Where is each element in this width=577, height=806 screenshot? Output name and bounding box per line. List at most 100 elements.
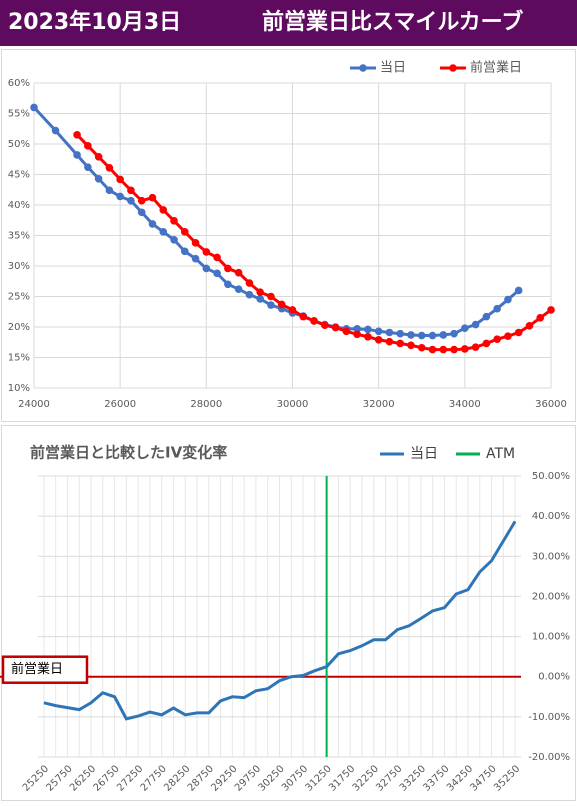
chart-title: 前営業日と比較したIV変化率 — [30, 444, 227, 462]
point — [94, 174, 103, 183]
point — [450, 345, 458, 354]
point — [439, 345, 448, 354]
y-tick-label: 20.00% — [532, 591, 570, 602]
point — [547, 306, 555, 314]
point — [471, 343, 480, 351]
point — [331, 323, 340, 332]
point — [148, 193, 157, 202]
point — [536, 314, 545, 322]
y-tick-label: 30.00% — [532, 551, 570, 562]
point — [385, 337, 394, 346]
reference-label: 前営業日 — [11, 661, 63, 677]
point — [374, 327, 383, 336]
y-tick-label: 15% — [8, 353, 30, 364]
point — [234, 268, 243, 277]
y-tick-label: -10.00% — [528, 712, 570, 723]
point — [137, 196, 146, 205]
point — [310, 317, 318, 325]
point — [471, 320, 480, 329]
point — [202, 248, 211, 256]
point — [277, 300, 286, 309]
point — [504, 295, 512, 304]
point — [439, 331, 448, 339]
point — [493, 304, 501, 313]
point — [245, 279, 254, 287]
y-tick-label: 60% — [8, 78, 30, 89]
point — [461, 324, 469, 333]
y-tick-label: 25% — [8, 292, 30, 303]
point — [73, 151, 81, 159]
x-tick-label: 24000 — [18, 399, 50, 410]
point — [267, 301, 275, 309]
y-tick-label: 20% — [8, 322, 30, 333]
point — [267, 292, 275, 301]
point — [213, 269, 221, 278]
point — [525, 321, 534, 330]
point — [428, 331, 437, 340]
legend-label: 前営業日 — [470, 60, 522, 76]
legend-label: 当日 — [380, 61, 406, 76]
point — [84, 142, 92, 150]
point — [482, 339, 491, 348]
point — [127, 196, 135, 205]
point — [84, 163, 92, 171]
point — [256, 295, 264, 303]
point — [105, 163, 114, 172]
point — [461, 345, 469, 353]
point — [353, 330, 361, 339]
point — [407, 331, 415, 339]
y-tick-label: 10.00% — [532, 632, 570, 643]
reference-label-box — [1, 655, 89, 684]
point — [417, 331, 426, 340]
point — [396, 339, 405, 348]
point — [385, 328, 394, 337]
x-tick-label: 26000 — [104, 399, 136, 410]
legend-label: ATM — [486, 446, 515, 462]
point — [224, 264, 232, 273]
y-tick-label: 50% — [8, 139, 30, 150]
point — [493, 335, 501, 344]
point — [321, 321, 329, 329]
point — [73, 131, 81, 139]
point — [148, 220, 157, 228]
series-line — [43, 520, 517, 721]
point — [170, 235, 178, 244]
point — [202, 264, 211, 273]
point — [396, 329, 405, 338]
point — [417, 343, 426, 352]
point — [245, 290, 254, 299]
y-tick-label: 0.00% — [538, 672, 570, 683]
point — [191, 254, 200, 263]
point — [234, 285, 243, 293]
y-tick-label: 40.00% — [532, 511, 570, 522]
y-tick-label: 35% — [8, 231, 30, 242]
point — [137, 208, 146, 217]
point — [514, 286, 523, 295]
point — [213, 253, 221, 262]
point — [482, 312, 491, 321]
x-tick-label: 32000 — [363, 399, 395, 410]
chart-frame — [1, 49, 576, 422]
point — [364, 332, 372, 341]
chart-frame — [1, 425, 576, 801]
legend-label: 当日 — [410, 446, 438, 462]
point — [504, 332, 512, 340]
point — [159, 228, 168, 236]
header-title: 前営業日比スマイルカーブ — [262, 9, 523, 35]
point — [514, 328, 523, 337]
x-tick-label: 35250 — [492, 763, 522, 793]
point — [353, 325, 361, 333]
point — [256, 288, 264, 297]
y-tick-label: 10% — [8, 383, 30, 394]
point — [180, 247, 189, 256]
y-tick-label: 45% — [8, 170, 30, 181]
point — [170, 217, 178, 225]
x-tick-label: 30000 — [277, 399, 309, 410]
x-tick-label: 34000 — [449, 399, 481, 410]
point — [51, 126, 60, 135]
point — [428, 345, 437, 354]
point — [116, 192, 124, 201]
point — [94, 153, 103, 161]
point — [159, 206, 168, 214]
x-tick-label: 36000 — [535, 399, 567, 410]
